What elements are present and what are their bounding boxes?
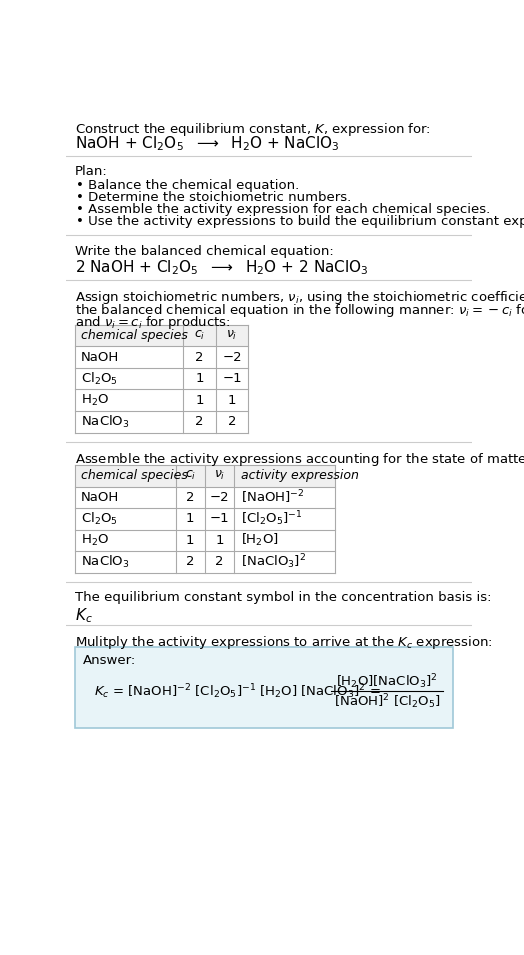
Text: $c_i$: $c_i$ (184, 469, 196, 482)
Text: Answer:: Answer: (83, 654, 136, 668)
Text: $\nu_i$: $\nu_i$ (226, 329, 238, 342)
Text: Assemble the activity expressions accounting for the state of matter and $\nu_i$: Assemble the activity expressions accoun… (75, 451, 524, 468)
Text: Assign stoichiometric numbers, $\nu_i$, using the stoichiometric coefficients, $: Assign stoichiometric numbers, $\nu_i$, … (75, 289, 524, 307)
Text: $K_c$: $K_c$ (75, 606, 93, 626)
Text: $K_c$ = [NaOH]$^{-2}$ [Cl$_2$O$_5$]$^{-1}$ [H$_2$O] [NaClO$_3$]$^2$ =: $K_c$ = [NaOH]$^{-2}$ [Cl$_2$O$_5$]$^{-1… (94, 682, 381, 701)
Text: $\nu_i$: $\nu_i$ (214, 469, 225, 482)
Text: 2: 2 (195, 350, 204, 364)
Text: The equilibrium constant symbol in the concentration basis is:: The equilibrium constant symbol in the c… (75, 591, 492, 605)
Text: 2: 2 (215, 556, 224, 568)
Text: $c_i$: $c_i$ (194, 329, 205, 342)
Text: 2: 2 (228, 415, 236, 429)
Text: chemical species: chemical species (81, 329, 188, 342)
Text: 2: 2 (186, 556, 194, 568)
Text: NaClO$_3$: NaClO$_3$ (81, 554, 129, 570)
Text: 2: 2 (195, 415, 204, 429)
Text: • Assemble the activity expression for each chemical species.: • Assemble the activity expression for e… (77, 203, 490, 216)
Text: • Use the activity expressions to build the equilibrium constant expression.: • Use the activity expressions to build … (77, 216, 524, 228)
Text: NaOH + Cl$_2$O$_5$  $\longrightarrow$  H$_2$O + NaClO$_3$: NaOH + Cl$_2$O$_5$ $\longrightarrow$ H$_… (75, 135, 340, 154)
Text: the balanced chemical equation in the following manner: $\nu_i = -c_i$ for react: the balanced chemical equation in the fo… (75, 302, 524, 319)
Text: Cl$_2$O$_5$: Cl$_2$O$_5$ (81, 371, 118, 387)
Text: Plan:: Plan: (75, 165, 107, 179)
Text: 2 NaOH + Cl$_2$O$_5$  $\longrightarrow$  H$_2$O + 2 NaClO$_3$: 2 NaOH + Cl$_2$O$_5$ $\longrightarrow$ H… (75, 259, 368, 277)
Text: [Cl$_2$O$_5$]$^{-1}$: [Cl$_2$O$_5$]$^{-1}$ (241, 510, 302, 528)
Text: NaOH: NaOH (81, 350, 119, 364)
Text: [NaOH]$^{-2}$: [NaOH]$^{-2}$ (241, 489, 304, 506)
Text: • Balance the chemical equation.: • Balance the chemical equation. (77, 179, 300, 192)
Text: [H$_2$O][NaClO$_3$]$^2$: [H$_2$O][NaClO$_3$]$^2$ (336, 672, 438, 690)
Text: H$_2$O: H$_2$O (81, 393, 109, 408)
Text: • Determine the stoichiometric numbers.: • Determine the stoichiometric numbers. (77, 191, 352, 203)
Text: NaClO$_3$: NaClO$_3$ (81, 414, 129, 430)
Text: 1: 1 (195, 393, 204, 407)
Text: 1: 1 (186, 512, 194, 525)
Text: 2: 2 (186, 491, 194, 504)
Text: 1: 1 (228, 393, 236, 407)
Text: [H$_2$O]: [H$_2$O] (241, 532, 278, 548)
Text: −1: −1 (210, 512, 230, 525)
Text: and $\nu_i = c_i$ for products:: and $\nu_i = c_i$ for products: (75, 314, 231, 331)
Text: 1: 1 (186, 534, 194, 547)
Text: H$_2$O: H$_2$O (81, 533, 109, 548)
Text: 1: 1 (215, 534, 224, 547)
FancyBboxPatch shape (75, 465, 335, 486)
Text: Cl$_2$O$_5$: Cl$_2$O$_5$ (81, 511, 118, 527)
Text: [NaOH]$^2$ [Cl$_2$O$_5$]: [NaOH]$^2$ [Cl$_2$O$_5$] (334, 692, 441, 711)
FancyBboxPatch shape (75, 647, 453, 728)
Text: NaOH: NaOH (81, 491, 119, 504)
FancyBboxPatch shape (75, 325, 248, 347)
Text: Write the balanced chemical equation:: Write the balanced chemical equation: (75, 244, 334, 258)
Text: [NaClO$_3$]$^2$: [NaClO$_3$]$^2$ (241, 553, 306, 571)
Text: Mulitply the activity expressions to arrive at the $K_c$ expression:: Mulitply the activity expressions to arr… (75, 634, 493, 651)
Text: 1: 1 (195, 372, 204, 385)
Text: Construct the equilibrium constant, $K$, expression for:: Construct the equilibrium constant, $K$,… (75, 120, 431, 138)
Text: activity expression: activity expression (241, 469, 358, 482)
Text: −1: −1 (222, 372, 242, 385)
Text: −2: −2 (210, 491, 230, 504)
Text: −2: −2 (222, 350, 242, 364)
Text: chemical species: chemical species (81, 469, 188, 482)
